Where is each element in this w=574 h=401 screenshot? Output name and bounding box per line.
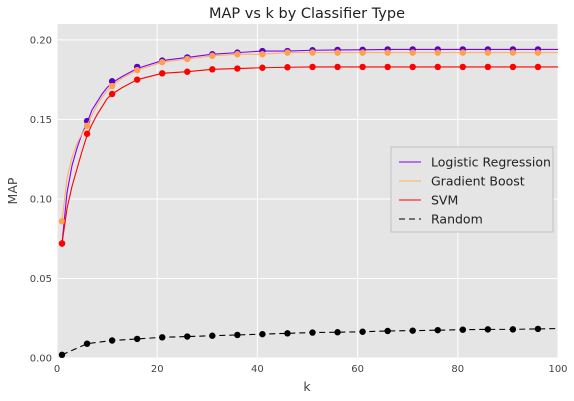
x-tick-label: 80 — [451, 364, 464, 375]
data-point-svm — [159, 70, 166, 77]
data-point-gradient-boost — [284, 49, 291, 56]
data-point-gradient-boost — [184, 55, 191, 63]
data-point-svm — [209, 66, 216, 73]
data-point-random — [409, 327, 416, 334]
y-axis-label: MAP — [5, 177, 20, 204]
y-tick-label: 0.20 — [30, 35, 52, 46]
data-point-svm — [234, 65, 241, 72]
data-point-random — [58, 351, 66, 359]
data-point-random — [83, 340, 91, 347]
y-tick-label: 0.10 — [30, 194, 52, 205]
data-point-svm — [509, 63, 517, 71]
data-point-random — [384, 327, 391, 335]
data-point-svm — [133, 76, 141, 83]
data-point-svm — [534, 63, 542, 71]
legend-box — [390, 146, 554, 233]
data-point-random — [108, 337, 116, 344]
x-tick-label: 0 — [54, 364, 60, 375]
data-point-gradient-boost — [83, 122, 91, 129]
data-point-random — [284, 330, 291, 337]
data-point-svm — [184, 68, 191, 75]
data-point-svm — [309, 63, 316, 71]
legend-label-gradient-boost: Gradient Boost — [431, 174, 525, 189]
x-tick-label: 40 — [251, 364, 264, 375]
x-tick-label: 20 — [151, 364, 164, 375]
x-tick-label: 100 — [548, 364, 567, 375]
data-point-gradient-boost — [259, 51, 266, 58]
data-point-svm — [259, 64, 266, 71]
data-point-gradient-boost — [509, 49, 517, 56]
series-layer — [58, 46, 559, 359]
data-point-svm — [58, 240, 66, 247]
data-point-random — [484, 326, 492, 333]
data-point-gradient-boost — [159, 58, 166, 66]
data-point-random — [359, 328, 366, 335]
y-tick-label: 0.15 — [30, 115, 52, 126]
data-point-random — [133, 335, 141, 343]
data-point-gradient-boost — [108, 82, 116, 90]
data-point-svm — [359, 63, 366, 71]
data-point-gradient-boost — [133, 66, 141, 74]
data-point-gradient-boost — [209, 52, 216, 60]
data-point-random — [184, 333, 191, 340]
data-point-svm — [334, 63, 341, 71]
data-point-gradient-boost — [459, 49, 467, 56]
y-tick-label: 0.05 — [30, 274, 52, 285]
data-point-random — [459, 326, 467, 333]
data-point-svm — [434, 63, 441, 71]
data-point-random — [209, 332, 216, 339]
data-point-svm — [384, 63, 391, 71]
data-point-random — [334, 329, 341, 336]
data-point-random — [259, 330, 266, 338]
legend-label-svm: SVM — [431, 193, 458, 208]
data-point-gradient-boost — [484, 49, 492, 56]
data-point-svm — [484, 63, 492, 71]
y-tick-label: 0.00 — [30, 354, 52, 365]
data-point-svm — [83, 130, 91, 137]
x-axis-label: k — [303, 379, 311, 394]
data-point-svm — [284, 64, 291, 71]
data-point-gradient-boost — [409, 49, 416, 56]
data-point-random — [309, 329, 316, 336]
series-line-svm — [61, 66, 558, 244]
data-point-gradient-boost — [534, 49, 542, 56]
legend-label-random: Random — [431, 212, 483, 227]
data-point-svm — [459, 63, 467, 71]
data-point-svm — [409, 63, 416, 71]
legend-label-logistic-regression: Logistic Regression — [431, 155, 551, 170]
data-point-random — [509, 326, 517, 333]
data-point-logistic-regression — [108, 78, 116, 85]
data-point-random — [234, 331, 241, 339]
grid — [56, 24, 559, 359]
ticks: 0 20 40 60 80 100 0.00 0.05 0.10 0.15 0.20 — [30, 35, 568, 375]
data-point-gradient-boost — [309, 49, 316, 56]
data-point-svm — [108, 90, 116, 98]
legend: Logistic Regression Gradient Boost SVM Rand… — [390, 146, 554, 233]
data-point-gradient-boost — [58, 218, 66, 225]
x-tick-label: 60 — [351, 364, 364, 375]
data-point-random — [434, 326, 441, 334]
data-point-gradient-boost — [234, 51, 241, 58]
data-point-gradient-boost — [359, 49, 366, 56]
chart-title: MAP vs k by Classifier Type — [209, 6, 405, 22]
data-point-random — [159, 334, 166, 341]
data-point-gradient-boost — [384, 49, 391, 56]
data-point-gradient-boost — [334, 49, 341, 56]
data-point-random — [534, 325, 542, 333]
data-point-gradient-boost — [434, 49, 441, 56]
